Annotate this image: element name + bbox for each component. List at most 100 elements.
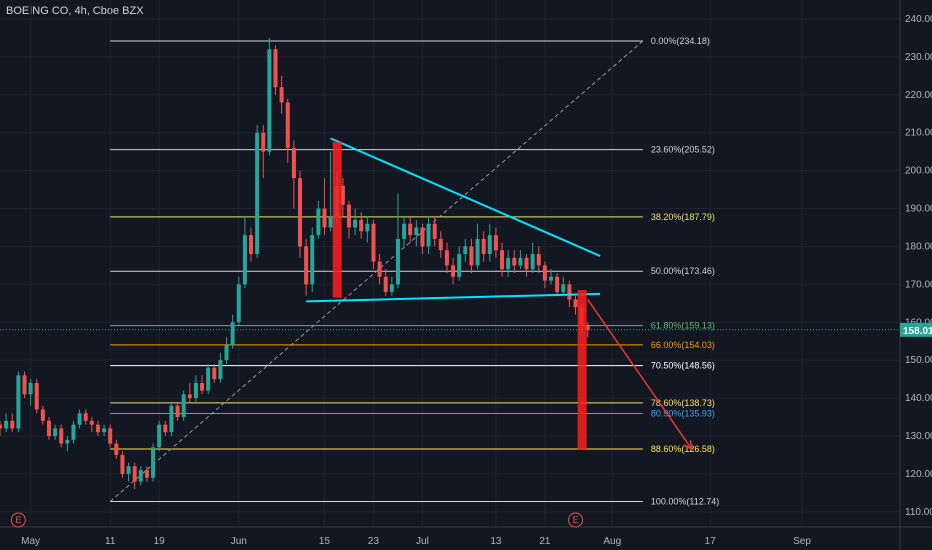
candle-21 — [126, 462, 131, 482]
candle-70 — [426, 216, 431, 255]
y-tick-label-7: 170.00 — [905, 279, 932, 290]
candle-56 — [340, 178, 345, 217]
fib-label-2: 38.20%(187.79) — [651, 212, 715, 222]
candle-body-19 — [114, 443, 119, 455]
x-tick-label-1: 11 — [105, 536, 116, 547]
candle-body-13 — [77, 413, 82, 425]
candle-20 — [120, 451, 125, 478]
candle-2 — [10, 413, 15, 433]
candle-body-59 — [359, 219, 364, 232]
y-tick-label-5: 190.00 — [905, 204, 932, 215]
earnings-marker-0: E — [10, 512, 26, 528]
x-tick-label-9: Aug — [603, 536, 621, 547]
candle-63 — [383, 269, 388, 296]
candle-3 — [16, 371, 21, 433]
candle-74 — [451, 257, 456, 285]
candle-body-32 — [193, 382, 198, 399]
candle-33 — [200, 375, 205, 395]
candle-31 — [187, 382, 192, 402]
candle-62 — [377, 254, 382, 285]
candle-body-89 — [542, 265, 547, 281]
candle-75 — [457, 246, 462, 281]
candle-body-78 — [475, 238, 480, 266]
candle-30 — [181, 390, 186, 421]
candle-body-3 — [16, 375, 21, 429]
candle-12 — [71, 420, 76, 444]
candle-body-60 — [365, 223, 370, 232]
y-tick-label-8: 160.00 — [905, 317, 932, 328]
earnings-label-0: E — [15, 515, 21, 525]
x-tick-label-4: 15 — [319, 536, 331, 547]
candle-24 — [144, 466, 149, 482]
candle-73 — [444, 242, 449, 273]
candle-body-1 — [4, 420, 9, 429]
candle-53 — [322, 178, 327, 236]
candle-body-11 — [65, 439, 70, 444]
x-tick-label-10: 17 — [705, 536, 717, 547]
last-price-badge — [900, 322, 932, 337]
candle-78 — [475, 223, 480, 270]
candle-body-9 — [53, 428, 58, 437]
candle-29 — [175, 401, 180, 421]
candle-body-80 — [487, 235, 492, 255]
candle-65 — [395, 193, 400, 289]
candle-body-17 — [102, 428, 107, 433]
y-tick-label-4: 200.00 — [905, 166, 932, 177]
candle-body-90 — [549, 276, 554, 281]
candle-96 — [585, 322, 590, 338]
candle-5 — [28, 379, 33, 406]
candle-39 — [236, 276, 241, 327]
candle-body-66 — [402, 223, 407, 239]
candle-18 — [108, 424, 113, 448]
candle-body-51 — [310, 235, 315, 285]
candle-91 — [555, 272, 560, 296]
candle-26 — [157, 420, 162, 452]
candle-body-4 — [22, 375, 27, 395]
candle-body-0 — [0, 424, 2, 429]
earnings-badge-0 — [10, 512, 26, 528]
candle-body-86 — [524, 257, 529, 270]
candle-8 — [46, 417, 51, 440]
candle-body-21 — [126, 466, 131, 474]
candle-body-75 — [457, 254, 462, 277]
x-tick-label-2: 19 — [154, 536, 166, 547]
candle-body-77 — [469, 246, 474, 266]
candle-38 — [230, 314, 235, 349]
candle-9 — [53, 424, 58, 440]
candle-body-29 — [175, 405, 180, 418]
candle-body-87 — [530, 254, 535, 270]
candle-body-38 — [230, 322, 235, 346]
candle-67 — [408, 216, 413, 243]
candle-37 — [224, 337, 229, 364]
candle-52 — [316, 200, 321, 239]
candle-body-69 — [420, 227, 425, 247]
candle-body-94 — [573, 299, 578, 308]
earnings-marker-1: E — [568, 512, 584, 528]
candle-49 — [298, 170, 302, 258]
candle-92 — [561, 276, 566, 296]
candle-body-36 — [218, 360, 223, 380]
candle-79 — [481, 231, 486, 262]
candle-68 — [414, 219, 419, 247]
candle-body-37 — [224, 345, 229, 361]
candle-body-33 — [200, 382, 205, 391]
candle-body-76 — [463, 246, 468, 255]
candle-body-84 — [512, 257, 517, 266]
x-tick-label-7: 13 — [490, 536, 502, 547]
candle-89 — [542, 261, 547, 289]
red-bar-1 — [577, 290, 587, 450]
y-tick-label-2: 220.00 — [905, 90, 932, 101]
last-price-label: 158.01 — [903, 326, 932, 337]
y-tick-label-12: 120.00 — [905, 469, 932, 480]
candle-82 — [500, 242, 505, 277]
chart-title: BOEING CO, 4h, Cboe BZX — [6, 5, 144, 17]
candle-32 — [193, 375, 198, 402]
candle-47 — [285, 98, 290, 164]
candle-body-15 — [89, 420, 94, 425]
candle-body-88 — [536, 254, 541, 266]
candle-45 — [273, 45, 278, 95]
candle-body-56 — [340, 185, 345, 205]
candle-27 — [163, 420, 168, 437]
candle-16 — [95, 420, 100, 437]
